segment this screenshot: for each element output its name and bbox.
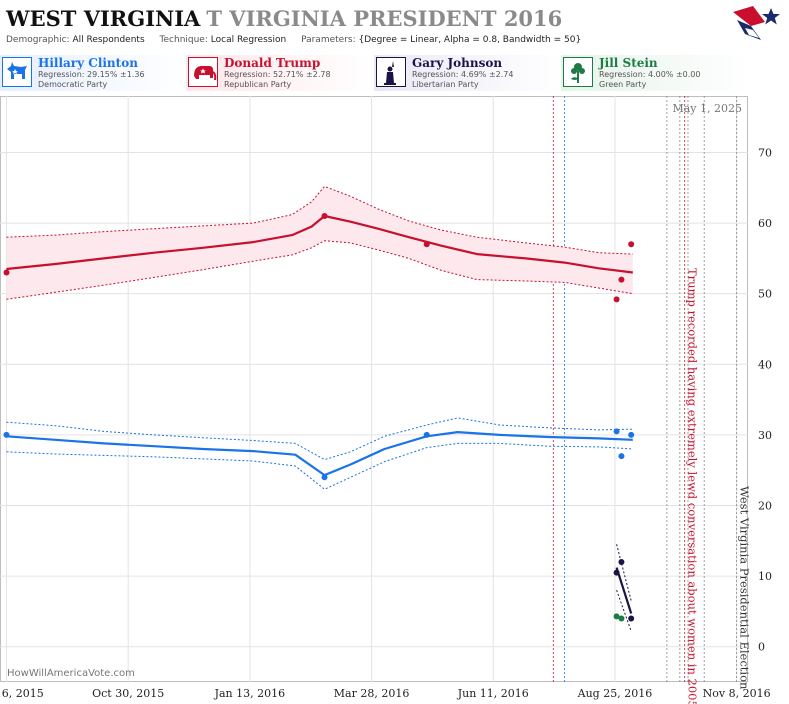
axis-ticks: 0 10 20 30 40 50 60 70 Aug 16, 2015 Oct 30, 2015 J… (0, 146, 772, 700)
party-text: Green Party (599, 80, 647, 89)
y-tick-label: 50 (758, 288, 772, 301)
parameters-value: {Degree = Linear, Alpha = 0.8, Bandwidth… (358, 35, 582, 45)
poll-point (628, 615, 635, 622)
x-tick-label: Oct 30, 2015 (92, 687, 164, 700)
grid-lines (0, 96, 748, 682)
y-tick-label: 10 (758, 570, 772, 583)
lower-bound-line (6, 442, 633, 490)
event-lines (552, 96, 738, 682)
event-annotation: West Virginia Presidential Election (738, 486, 752, 690)
poll-chart: 0 10 20 30 40 50 60 70 Aug 16, 2015 Oct 30, 2015 J… (0, 96, 772, 704)
date-label: May 1, 2025 (672, 102, 742, 115)
lower-bound-line (6, 240, 633, 300)
party-text: Democratic Party (38, 80, 108, 89)
candidate-details: Regression: 52.71% ±2.78 Republican Party (224, 70, 331, 90)
chart-header: WEST VIRGINIA T VIRGINIA PRESIDENT 2016 D… (0, 0, 789, 96)
demographic-value: All Respondents (72, 35, 145, 45)
poll-point (3, 431, 10, 438)
confidence-band (6, 186, 633, 300)
plot-frame (0, 96, 748, 682)
party-text: Republican Party (224, 80, 292, 89)
party-text: Libertarian Party (412, 80, 479, 89)
watermark: HowWillAmericaVote.com (7, 668, 135, 679)
title-main: WEST VIRGINIA (6, 6, 201, 31)
x-tick-label: Nov 8, 2016 (703, 687, 771, 700)
x-tick-label: Aug 16, 2015 (0, 687, 44, 700)
parameters-label: Parameters: (301, 35, 356, 45)
parameters-line: Demographic: All Respondents Technique: … (6, 35, 581, 45)
regression-line (6, 431, 633, 477)
liberty-statue-icon (376, 57, 406, 87)
y-tick-label: 20 (758, 499, 772, 512)
candidate-details: Regression: 4.69% ±2.74 Libertarian Party (412, 70, 513, 90)
legend-item-johnson: Gary Johnson Regression: 4.69% ±2.74 Libe… (374, 55, 562, 91)
y-tick-label: 60 (758, 217, 772, 230)
upper-bound-line (6, 185, 633, 255)
event-annotation: Trump recorded having extremely lewd con… (686, 268, 700, 704)
legend-item-stein: Jill Stein Regression: 4.00% ±0.00 Green … (561, 55, 749, 91)
upper-bound-line (6, 417, 633, 461)
poll-point (618, 558, 625, 565)
regression-text: Regression: 4.00% ±0.00 (599, 70, 701, 79)
poll-point (321, 213, 328, 220)
annotations: May 1, 2025 Trump recorded having extreme… (672, 102, 751, 704)
candidate-name: Gary Johnson (412, 56, 503, 70)
x-tick-label: Aug 25, 2016 (577, 687, 653, 700)
site-logo-icon (733, 6, 780, 40)
y-tick-label: 70 (758, 146, 772, 159)
poll-point (628, 431, 635, 438)
lower-bound-line (616, 590, 632, 632)
poll-point (613, 613, 620, 620)
poll-point (613, 569, 620, 576)
poll-point (613, 296, 620, 303)
candidate-details: Regression: 29.15% ±1.36 Democratic Party (38, 70, 145, 90)
title-ghost: T VIRGINIA PRESIDENT 2016 (206, 6, 563, 31)
candidate-name: Donald Trump (224, 56, 321, 70)
elephant-icon (188, 57, 218, 87)
y-tick-label: 30 (758, 429, 772, 442)
y-tick-label: 40 (758, 358, 772, 371)
candidate-details: Regression: 4.00% ±0.00 Green Party (599, 70, 700, 90)
poll-point (613, 428, 620, 435)
donkey-icon (2, 57, 32, 87)
candidate-name: Hillary Clinton (38, 56, 138, 70)
regression-text: Regression: 4.69% ±2.74 (412, 70, 514, 79)
x-tick-label: Jan 13, 2016 (214, 687, 286, 700)
candidate-legend: Hillary Clinton Regression: 29.15% ±1.36… (0, 55, 789, 93)
chart-title: WEST VIRGINIA T VIRGINIA PRESIDENT 2016 (6, 6, 562, 31)
poll-point (618, 276, 625, 283)
confidence-bands (6, 185, 633, 632)
poll-point (3, 269, 10, 276)
poll-point (423, 431, 430, 438)
poll-point (423, 241, 430, 248)
poll-point (628, 241, 635, 248)
regression-lines (6, 214, 633, 614)
poll-points (3, 213, 635, 622)
legend-item-trump: Donald Trump Regression: 52.71% ±2.78 Rep… (186, 55, 374, 91)
technique-value: Local Regression (210, 35, 287, 45)
regression-text: Regression: 29.15% ±1.36 (38, 70, 145, 79)
x-tick-label: Jun 11, 2016 (457, 687, 529, 700)
regression-line (6, 214, 633, 274)
upper-bound-line (616, 544, 632, 601)
regression-text: Regression: 52.71% ±2.78 (224, 70, 331, 79)
candidate-name: Jill Stein (599, 56, 658, 70)
demographic-label: Demographic: (6, 35, 70, 45)
y-tick-label: 0 (758, 641, 765, 654)
x-tick-label: Mar 28, 2016 (334, 687, 410, 700)
legend-item-clinton: Hillary Clinton Regression: 29.15% ±1.36… (0, 55, 188, 91)
regression-line (615, 567, 633, 614)
poll-point (321, 474, 328, 481)
poll-point (618, 615, 625, 622)
flower-icon (563, 57, 593, 87)
technique-label: Technique: (159, 35, 208, 45)
poll-point (618, 453, 625, 460)
